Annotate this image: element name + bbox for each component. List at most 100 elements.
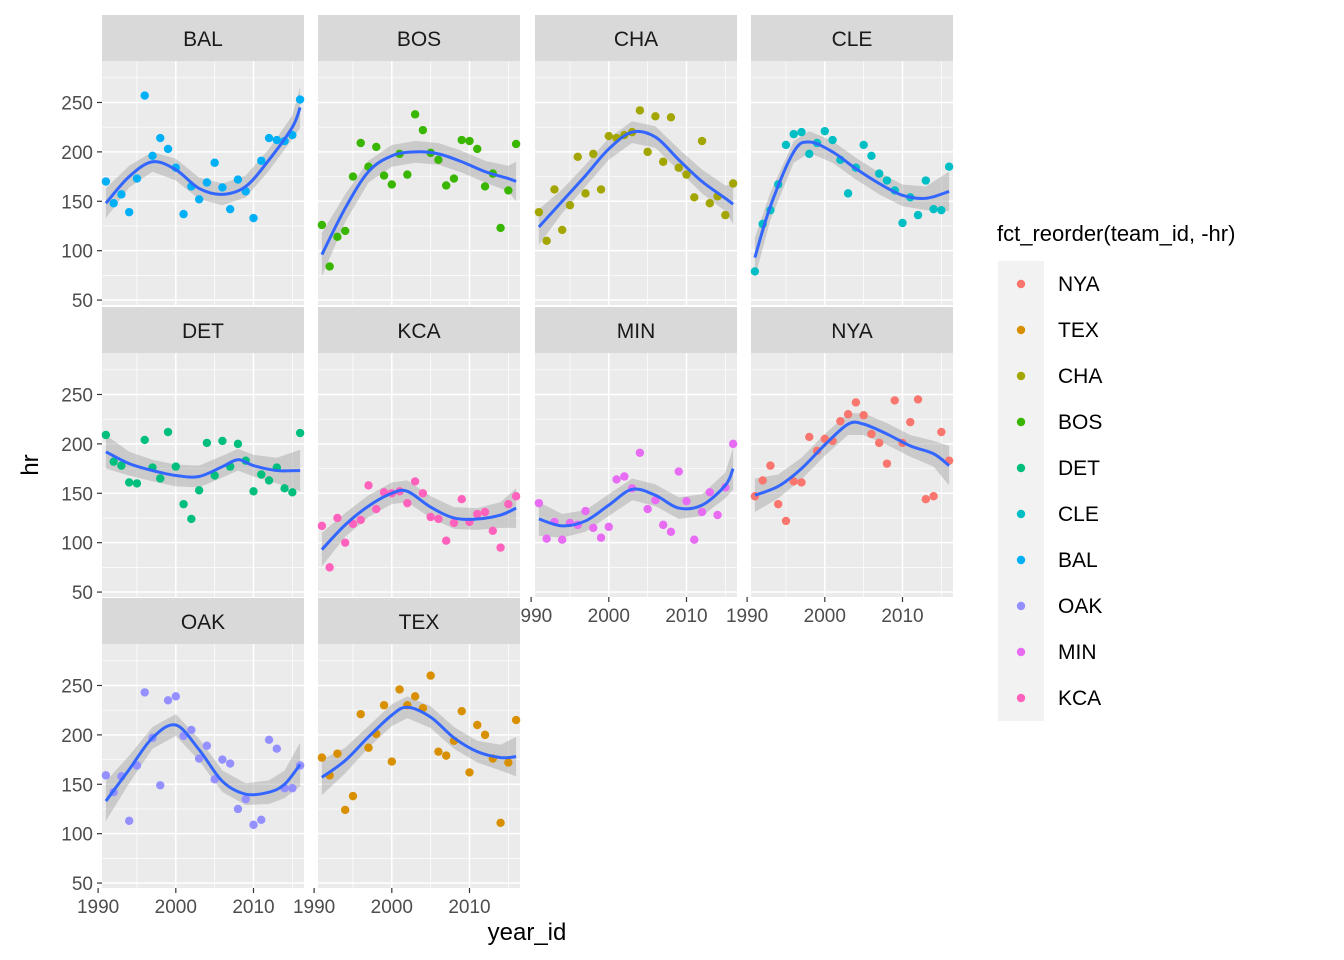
facet-strip-label: DET [182,320,224,343]
data-point [843,189,853,198]
y-tick-label: 250 [61,93,93,114]
x-tick-label: 1990 [510,606,552,627]
data-point [124,816,134,826]
data-point [249,820,258,829]
data-point [225,204,235,214]
data-point [295,95,305,104]
legend-label: DET [1058,457,1100,480]
data-point [418,125,428,135]
data-point [511,492,521,501]
data-point [364,743,373,752]
data-point [789,129,798,139]
facet-strip [102,15,304,61]
facet-strip-label: TEX [399,611,440,634]
data-point [658,157,668,166]
data-point [457,495,466,504]
data-point [874,438,884,448]
confidence-band [754,413,950,513]
data-point [210,471,219,480]
data-point [604,522,614,532]
data-point [697,136,707,146]
data-point [612,475,621,484]
data-point [504,499,513,509]
facet-panel-nya: NYA 1990 2000 2010 [726,307,954,627]
y-tick-label: 100 [61,534,93,555]
x-axis-label: year_id [488,919,567,946]
data-point [202,178,212,187]
data-point [410,110,420,119]
data-point [713,510,722,520]
data-point [758,476,767,485]
data-point [728,179,738,188]
legend-marker [1016,555,1026,565]
data-point [473,144,482,154]
data-point [913,210,923,220]
x-tick-label: 1990 [726,606,768,627]
x-tick-label: 2000 [371,897,413,918]
legend-marker [1016,279,1026,289]
data-point [171,462,181,471]
facet-strip-label: KCA [397,320,440,343]
data-point [882,176,892,185]
data-point [820,126,830,136]
smooth-line [321,705,517,779]
facet-strip-label: MIN [617,320,656,343]
data-point [325,262,334,271]
x-tick-label: 2000 [155,897,197,918]
data-point [179,499,188,509]
data-point [666,113,676,122]
data-point [589,149,598,159]
data-point [635,106,645,115]
data-point [449,174,459,183]
data-point [372,142,381,152]
panel-background [535,353,737,597]
data-point [288,784,297,793]
data-point [249,487,258,496]
x-tick-label: 2010 [881,606,923,627]
data-point [473,509,482,519]
facet-panel-bos: BOS [313,15,521,305]
data-point [202,438,212,448]
data-point [773,499,783,509]
confidence-band [105,434,301,492]
data-point [480,507,490,517]
y-tick-label: 150 [61,192,93,213]
data-point [906,417,915,427]
data-point [682,496,691,506]
data-point [340,538,350,547]
legend-label: BAL [1058,549,1098,572]
data-point [156,781,165,790]
data-point [457,706,466,716]
facet-strip-label: OAK [181,611,225,634]
data-point [836,416,845,426]
legend-marker [1016,693,1026,703]
data-point [280,484,289,493]
facet-panel-bal: BAL 50 100 150 200 250 [61,15,305,312]
data-point [913,395,923,404]
data-point [596,185,606,194]
data-point [921,176,931,185]
data-point [620,472,629,481]
data-point [140,91,149,100]
data-point [403,170,412,179]
legend-marker [1016,601,1026,611]
facet-panel-cha: CHA [530,15,738,305]
data-point [797,478,806,487]
y-tick-label: 100 [61,242,93,263]
data-point [682,170,691,179]
data-point [441,181,451,190]
data-point [233,439,243,449]
facet-panel-min: MIN 1990 2000 2010 [510,307,738,627]
data-point [534,498,544,508]
data-point [410,477,420,486]
smooth-line [104,106,302,205]
facet-panel-tex: TEX 1990 2000 2010 [293,598,521,918]
data-point [859,411,868,420]
data-point [496,543,505,552]
data-point [542,236,551,245]
data-point [805,149,814,159]
legend-label: MIN [1058,641,1097,664]
x-tick-label: 2000 [588,606,630,627]
legend-title: fct_reorder(team_id, -hr) [997,221,1235,246]
data-point [944,162,954,171]
